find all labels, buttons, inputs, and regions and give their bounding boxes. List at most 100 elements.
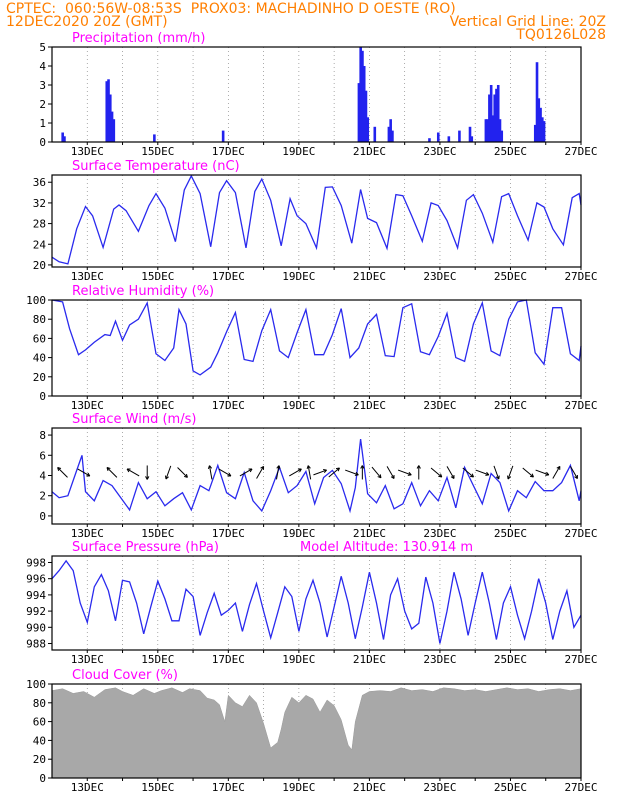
pressure-y-tick-label: 988: [26, 638, 46, 651]
temperature-x-tick-label: 17DEC: [212, 270, 245, 283]
wind-arrow: [462, 467, 474, 478]
precipitation-bar: [486, 119, 489, 142]
wind-arrow: [416, 465, 421, 480]
precipitation-bar: [61, 132, 64, 142]
precipitation-bar: [105, 81, 109, 142]
wind-arrow: [430, 467, 443, 478]
pressure-title: Surface Pressure (hPa): [72, 540, 219, 555]
wind-arrow: [475, 469, 490, 476]
precipitation-bar: [373, 126, 377, 142]
wind-arrow: [552, 465, 561, 479]
wind-y-tick-label: 6: [39, 449, 46, 462]
precipitation-bar: [539, 107, 542, 142]
wind-arrow: [371, 466, 382, 479]
wind-series-line: [51, 439, 582, 514]
precipitation-bar: [387, 126, 391, 142]
precipitation-bar: [489, 85, 493, 142]
pressure-y-tick-label: 994: [26, 589, 46, 602]
wind-arrow: [57, 467, 68, 478]
pressure-y-tick-label: 998: [26, 556, 46, 569]
humidity-title: Relative Humidity (%): [72, 284, 214, 299]
header-grid-line: Vertical Grid Line: 20Z: [449, 14, 606, 30]
humidity-x-tick-label: 23DEC: [423, 399, 456, 412]
pressure-x-tick-label: 15DEC: [141, 653, 174, 666]
precipitation-bar: [458, 130, 461, 142]
humidity-panel: Relative Humidity (%) 0 20 40 60 80 100 13DEC 15…: [26, 284, 597, 412]
precipitation-bar: [366, 117, 370, 142]
pressure-y-tick-label: 992: [26, 605, 46, 618]
humidity-y-tick-label: 100: [26, 294, 46, 307]
precipitation-x-tick-label: 27DEC: [564, 145, 597, 158]
precipitation-bar: [108, 94, 112, 142]
precipitation-bar: [447, 136, 451, 142]
precipitation-x-tick-label: 19DEC: [282, 145, 315, 158]
wind-x-tick-label: 21DEC: [353, 527, 386, 540]
humidity-x-tick-label: 13DEC: [71, 399, 104, 412]
cloud-cover-x-tick-label: 17DEC: [212, 781, 245, 794]
wind-arrow: [207, 465, 213, 480]
precipitation-bar: [542, 121, 546, 142]
cloud-cover-x-tick-label: 19DEC: [282, 781, 315, 794]
precipitation-bar: [359, 47, 362, 142]
precipitation-bar: [537, 98, 541, 142]
precipitation-x-tick-label: 21DEC: [353, 145, 386, 158]
precipitation-bar: [488, 94, 491, 142]
wind-arrow: [345, 469, 359, 476]
pressure-series-line: [51, 559, 582, 644]
humidity-x-tick-label: 25DEC: [494, 399, 527, 412]
precipitation-bar: [362, 66, 366, 142]
wind-arrow: [397, 469, 412, 476]
precipitation-x-tick-label: 23DEC: [423, 145, 456, 158]
pressure-y-tick-label: 990: [26, 621, 46, 634]
precipitation-bar: [361, 50, 364, 142]
precipitation-title: Precipitation (mm/h): [72, 31, 205, 46]
cloud-cover-area: [51, 687, 582, 779]
precipitation-bar: [436, 132, 440, 142]
precipitation-frame: [51, 46, 582, 143]
precipitation-bar: [498, 119, 502, 142]
wind-arrow: [386, 466, 395, 479]
precipitation-y-tick-label: 1: [39, 117, 46, 130]
precipitation-bar: [364, 90, 368, 142]
humidity-x-tick-label: 19DEC: [282, 399, 315, 412]
precipitation-bar: [63, 136, 66, 142]
cloud-cover-x-tick-label: 13DEC: [71, 781, 104, 794]
temperature-x-tick-label: 25DEC: [494, 270, 527, 283]
wind-arrow: [177, 467, 188, 478]
wind-arrow: [126, 468, 140, 477]
precipitation-bar: [389, 119, 392, 142]
precipitation-bar: [533, 124, 537, 142]
wind-x-tick-label: 27DEC: [564, 527, 597, 540]
humidity-frame: [51, 299, 582, 397]
wind-y-tick-label: 4: [39, 469, 46, 482]
humidity-y-tick-label: 20: [33, 371, 46, 384]
temperature-frame: [51, 174, 582, 268]
cloud-cover-y-tick-label: 20: [33, 753, 46, 766]
wind-panel: Surface Wind (m/s) 0 2 4 6 8 13DEC 15DEC 17DEC 19…: [39, 412, 597, 540]
temperature-x-tick-label: 21DEC: [353, 270, 386, 283]
precipitation-x-tick-label: 15DEC: [141, 145, 174, 158]
pressure-x-tick-label: 21DEC: [353, 653, 386, 666]
humidity-x-tick-label: 17DEC: [212, 399, 245, 412]
wind-frame: [51, 427, 582, 525]
temperature-panel: Surface Temperature (nC) 20 24 28 32 36 13DEC 1…: [33, 159, 598, 283]
precipitation-x-tick-label: 13DEC: [71, 145, 104, 158]
cloud-cover-panel: Cloud Cover (%) 0 20 40 60 80 100 13DEC 15DEC 17D…: [26, 668, 597, 794]
wind-y-tick-label: 8: [39, 429, 46, 442]
precipitation-bar: [491, 115, 495, 142]
wind-y-tick-label: 0: [39, 510, 46, 523]
wind-arrow: [522, 467, 534, 478]
precipitation-x-tick-label: 25DEC: [494, 145, 527, 158]
cloud-cover-y-tick-label: 60: [33, 716, 46, 729]
pressure-frame: [51, 555, 582, 651]
cloud-cover-title: Cloud Cover (%): [72, 668, 178, 683]
cloud-cover-x-tick-label: 21DEC: [353, 781, 386, 794]
pressure-x-tick-label: 19DEC: [282, 653, 315, 666]
precipitation-bar: [468, 126, 472, 142]
wind-arrow: [256, 465, 265, 479]
precipitation-bar: [428, 138, 431, 142]
cloud-cover-y-tick-label: 40: [33, 734, 46, 747]
wind-arrow: [328, 467, 340, 478]
temperature-y-tick-label: 32: [33, 197, 46, 210]
